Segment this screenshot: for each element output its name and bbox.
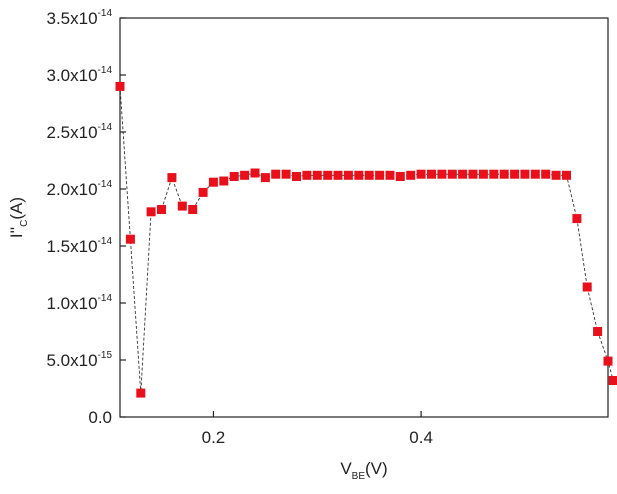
series-markers [115, 81, 617, 398]
y-tick-label: 2.5x10-14 [47, 122, 113, 142]
data-point [250, 168, 260, 178]
x-axis: 0.2 0.4 [202, 411, 433, 447]
data-point [167, 173, 177, 183]
y-tick-label: 3.0x10-14 [47, 65, 113, 85]
data-point [136, 388, 146, 398]
data-point [354, 170, 364, 180]
data-point [271, 169, 281, 179]
data-point [219, 176, 229, 186]
data-point [385, 170, 395, 180]
data-point [582, 282, 592, 292]
y-axis: 0.0 5.0x10-15 1.0x10-14 1.5x10-14 2.0x10-14 2… [47, 8, 126, 427]
data-point [541, 169, 551, 179]
data-point [229, 172, 239, 181]
data-point [125, 234, 135, 244]
data-point [593, 327, 603, 336]
data-point [530, 169, 540, 179]
y-axis-title: I''C(A) [7, 197, 30, 238]
data-point [427, 169, 436, 179]
data-point [510, 169, 520, 179]
data-point [608, 376, 617, 385]
data-point [146, 207, 156, 217]
data-point [551, 170, 561, 180]
plot-area-frame [119, 17, 609, 418]
x-tick-label: 0.4 [409, 428, 433, 447]
data-point [292, 172, 301, 181]
data-point [188, 205, 198, 214]
data-point [198, 187, 208, 197]
data-point [437, 169, 447, 179]
data-point [375, 170, 385, 180]
data-point [562, 170, 571, 180]
series-connector [119, 86, 614, 394]
data-point [406, 170, 416, 180]
y-tick-label: 0.0 [88, 408, 112, 427]
data-point [323, 170, 333, 180]
series-line [119, 86, 614, 394]
data-point [208, 177, 218, 187]
data-point [572, 214, 582, 224]
data-point [157, 205, 166, 214]
data-point [603, 356, 613, 366]
data-point [260, 173, 270, 183]
data-point [343, 170, 353, 180]
data-point [458, 169, 468, 179]
data-point [115, 81, 125, 91]
y-tick-label: 1.0x10-14 [47, 293, 113, 313]
data-point [478, 169, 488, 179]
data-point [240, 170, 250, 180]
data-point [177, 201, 187, 211]
y-tick-label: 3.5x10-14 [47, 8, 113, 28]
data-point [302, 170, 312, 180]
data-point [312, 170, 322, 180]
data-point [499, 169, 509, 179]
data-point [468, 169, 478, 179]
data-point [489, 169, 499, 179]
data-point [364, 170, 374, 180]
data-point [416, 169, 426, 179]
data-point [333, 170, 343, 180]
data-point [520, 169, 530, 179]
data-point [447, 169, 457, 179]
y-tick-label: 5.0x10-15 [47, 350, 113, 370]
data-point [395, 172, 405, 181]
x-axis-title: VBE(V) [340, 459, 387, 482]
y-tick-label: 2.0x10-14 [47, 179, 113, 199]
x-tick-label: 0.2 [202, 428, 226, 447]
y-tick-label: 1.5x10-14 [47, 236, 113, 256]
data-point [281, 169, 291, 179]
